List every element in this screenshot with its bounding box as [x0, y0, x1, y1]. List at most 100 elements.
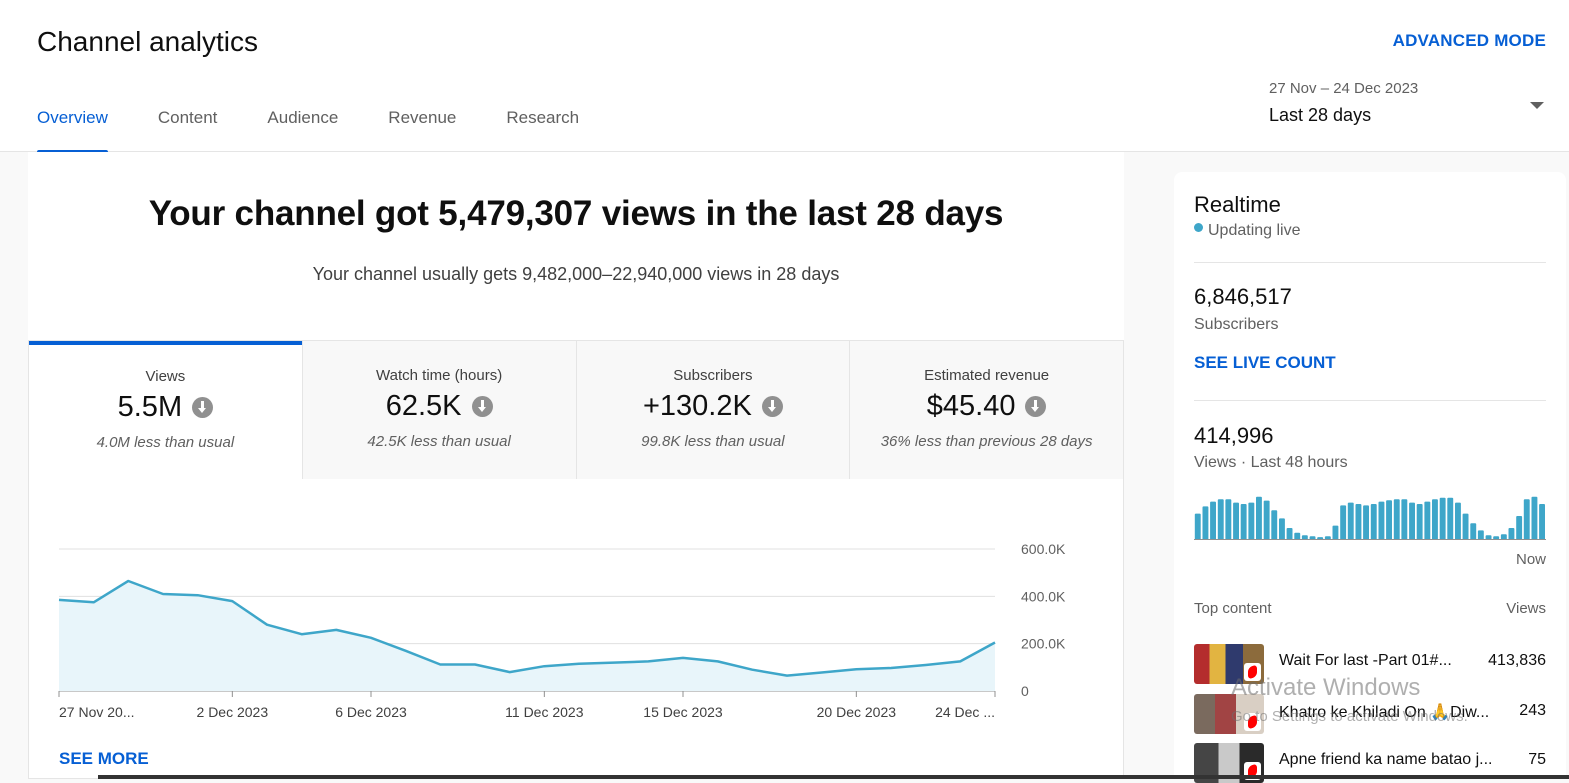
data-point[interactable]: [92, 600, 96, 604]
realtime-bar[interactable]: [1225, 499, 1232, 540]
realtime-card: Realtime Updating live 6,846,517 Subscri…: [1174, 172, 1566, 783]
metric-card-subscribers[interactable]: Subscribers +130.2K 99.8K less than usua…: [575, 341, 850, 479]
realtime-bar[interactable]: [1378, 501, 1385, 540]
realtime-bar[interactable]: [1217, 499, 1224, 540]
data-point[interactable]: [716, 659, 720, 663]
realtime-bar[interactable]: [1263, 500, 1270, 540]
realtime-bar[interactable]: [1347, 502, 1354, 540]
realtime-bar[interactable]: [1363, 505, 1369, 540]
realtime-status-text: Updating live: [1208, 222, 1301, 239]
realtime-bar[interactable]: [1279, 518, 1285, 540]
see-more-link[interactable]: SEE MORE: [59, 749, 149, 768]
data-point[interactable]: [161, 592, 165, 596]
data-point[interactable]: [646, 659, 650, 663]
realtime-bar[interactable]: [1477, 530, 1484, 540]
realtime-bar[interactable]: [1301, 535, 1308, 540]
realtime-title: Realtime: [1194, 192, 1281, 217]
realtime-views-bar-chart[interactable]: [1194, 490, 1546, 540]
realtime-bar[interactable]: [1439, 497, 1446, 540]
data-point[interactable]: [889, 666, 893, 670]
data-point[interactable]: [369, 636, 373, 640]
metric-value: 62.5K: [385, 390, 462, 422]
views-headline: Your channel got 5,479,307 views in the …: [148, 194, 1004, 233]
realtime-bar[interactable]: [1355, 504, 1362, 540]
data-point[interactable]: [334, 628, 338, 632]
caret-down-icon[interactable]: [1530, 102, 1544, 109]
data-point[interactable]: [57, 598, 61, 602]
data-point[interactable]: [993, 640, 997, 644]
data-point[interactable]: [542, 664, 546, 668]
realtime-bar[interactable]: [1416, 504, 1423, 540]
date-range-picker[interactable]: 27 Nov – 24 Dec 2023 Last 28 days: [1269, 80, 1549, 135]
top-content-row[interactable]: Wait For last -Part 01#... 413,836: [1194, 644, 1546, 684]
realtime-bar[interactable]: [1240, 504, 1247, 540]
realtime-bar[interactable]: [1210, 501, 1216, 540]
realtime-bar[interactable]: [1508, 528, 1515, 540]
realtime-bar[interactable]: [1424, 501, 1431, 540]
metric-card-views[interactable]: Views 5.5M 4.0M less than usual: [29, 341, 302, 479]
metric-note: 42.5K less than usual: [367, 433, 511, 450]
data-point[interactable]: [196, 593, 200, 597]
realtime-bar[interactable]: [1447, 497, 1454, 540]
realtime-bar[interactable]: [1485, 535, 1492, 540]
realtime-bar[interactable]: [1455, 502, 1461, 540]
realtime-bar[interactable]: [1233, 502, 1239, 540]
realtime-bar[interactable]: [1539, 504, 1545, 540]
tab-research[interactable]: Research: [506, 108, 580, 127]
realtime-bar[interactable]: [1500, 534, 1507, 540]
views-series-line[interactable]: [58, 579, 996, 677]
advanced-mode-link[interactable]: ADVANCED MODE: [1392, 31, 1546, 50]
data-point[interactable]: [612, 661, 616, 665]
tab-audience[interactable]: Audience: [267, 108, 339, 127]
realtime-bar[interactable]: [1271, 510, 1278, 540]
realtime-bar[interactable]: [1332, 525, 1339, 540]
realtime-bar[interactable]: [1470, 523, 1477, 540]
data-point[interactable]: [820, 671, 824, 675]
views-usual-range: Your channel usually gets 9,482,000–22,9…: [312, 264, 840, 284]
tab-content[interactable]: Content: [157, 108, 218, 127]
realtime-bar[interactable]: [1286, 528, 1293, 540]
realtime-bar[interactable]: [1248, 502, 1255, 540]
data-point[interactable]: [473, 662, 477, 666]
tab-overview[interactable]: Overview: [37, 108, 108, 154]
data-point[interactable]: [750, 668, 754, 672]
data-point[interactable]: [785, 674, 789, 678]
y-tick-label: 400.0K: [1021, 588, 1066, 604]
realtime-bar[interactable]: [1401, 499, 1408, 540]
data-point[interactable]: [265, 623, 269, 627]
data-point[interactable]: [126, 579, 130, 583]
realtime-bar[interactable]: [1516, 516, 1523, 540]
realtime-bar[interactable]: [1294, 532, 1301, 540]
realtime-bar[interactable]: [1462, 513, 1469, 540]
video-thumbnail: [1194, 694, 1264, 734]
data-point[interactable]: [681, 656, 685, 660]
top-content-row[interactable]: Khatro ke Khiladi On 🙏Diw... 243: [1194, 694, 1546, 734]
see-live-count-link[interactable]: SEE LIVE COUNT: [1194, 353, 1336, 372]
data-point[interactable]: [404, 649, 408, 653]
x-tick-label: 6 Dec 2023: [335, 704, 407, 720]
tab-revenue[interactable]: Revenue: [388, 108, 457, 127]
realtime-bar[interactable]: [1523, 499, 1530, 540]
data-point[interactable]: [924, 663, 928, 667]
data-point[interactable]: [438, 662, 442, 666]
realtime-bar[interactable]: [1256, 496, 1262, 540]
realtime-bar[interactable]: [1432, 499, 1438, 540]
metric-card-revenue[interactable]: Estimated revenue $45.40 36% less than p…: [849, 341, 1123, 479]
views-chart[interactable]: 0 200.0K 400.0K 600.0K 27 Nov 20... 2 Dec 202…: [29, 479, 1123, 739]
data-point[interactable]: [300, 632, 304, 636]
realtime-bar[interactable]: [1531, 496, 1538, 540]
data-point[interactable]: [577, 662, 581, 666]
data-point[interactable]: [508, 670, 512, 674]
realtime-bar[interactable]: [1370, 504, 1377, 540]
realtime-bar[interactable]: [1393, 499, 1400, 540]
realtime-bar[interactable]: [1202, 506, 1209, 540]
data-point[interactable]: [854, 667, 858, 671]
data-point[interactable]: [230, 599, 234, 603]
data-point[interactable]: [958, 659, 962, 663]
realtime-bar[interactable]: [1386, 500, 1392, 540]
realtime-bar[interactable]: [1194, 513, 1201, 540]
realtime-bar[interactable]: [1409, 502, 1415, 540]
arrow-down-circle-icon: [471, 396, 493, 417]
metric-card-watch-time[interactable]: Watch time (hours) 62.5K 42.5K less than…: [301, 341, 576, 479]
realtime-bar[interactable]: [1340, 505, 1347, 540]
